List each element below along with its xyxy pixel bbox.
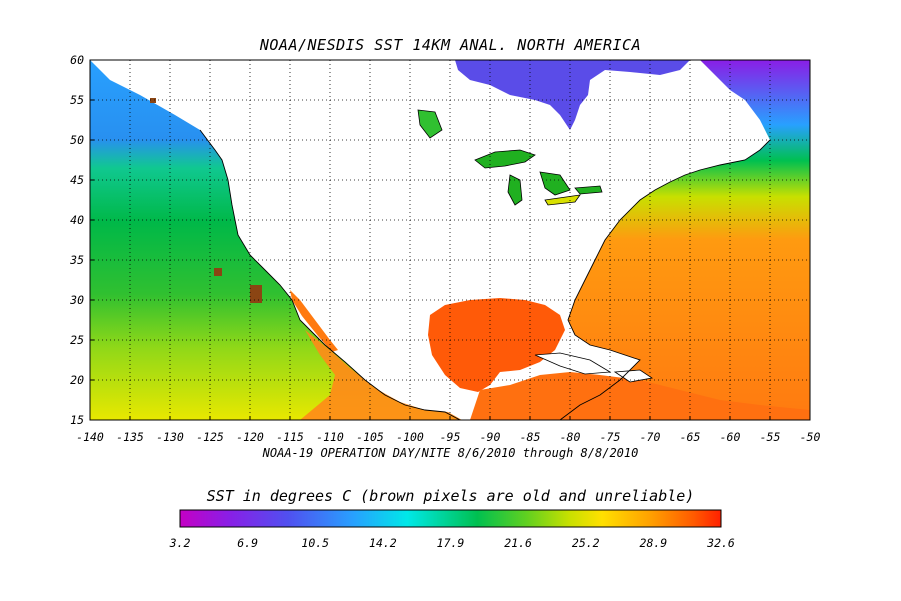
latitude-tick-label: 15 bbox=[70, 413, 84, 427]
colorbar-label: 32.6 bbox=[706, 536, 735, 550]
longitude-tick-label: -50 bbox=[800, 430, 821, 444]
great-lakes bbox=[474, 149, 603, 206]
longitude-tick-label: -80 bbox=[560, 430, 581, 444]
colorbar-label: 14.2 bbox=[369, 536, 397, 550]
lake-erie-ontario bbox=[544, 194, 581, 206]
latitude-tick-label: 30 bbox=[69, 293, 84, 307]
colorbar-label: 28.9 bbox=[640, 536, 668, 550]
longitude-tick-label: -90 bbox=[480, 430, 501, 444]
atlantic-ocean-sst bbox=[560, 60, 810, 420]
colorbar-label: 25.2 bbox=[572, 536, 600, 550]
map-title: NOAA/NESDIS SST 14KM ANAL. NORTH AMERICA bbox=[259, 36, 642, 54]
longitude-tick-label: -95 bbox=[440, 430, 461, 444]
unreliable-pixels bbox=[214, 268, 222, 276]
longitude-tick-label: -55 bbox=[760, 430, 781, 444]
colorbar-label: 6.9 bbox=[237, 536, 258, 550]
pacific-coastline bbox=[199, 129, 461, 420]
longitude-tick-label: -70 bbox=[640, 430, 661, 444]
longitude-tick-label: -105 bbox=[356, 430, 384, 444]
colorbar-tick-labels: 3.2 6.9 10.5 14.2 17.9 21.6 25.2 28.9 32.6 bbox=[169, 536, 735, 550]
northern-lake bbox=[417, 109, 443, 139]
longitude-tick-label: -125 bbox=[196, 430, 224, 444]
colorbar-label: 10.5 bbox=[301, 536, 329, 550]
longitude-tick-label: -85 bbox=[520, 430, 541, 444]
gulf-of-california bbox=[290, 290, 338, 352]
colorbar bbox=[179, 509, 722, 528]
longitude-tick-label: -140 bbox=[76, 430, 104, 444]
lat-lon-grid bbox=[90, 60, 810, 420]
latitude-tick-label: 55 bbox=[70, 93, 84, 107]
colorbar-title: SST in degrees C (brown pixels are old a… bbox=[206, 487, 695, 505]
latitude-tick-label: 20 bbox=[70, 373, 84, 387]
pacific-ocean-sst bbox=[90, 60, 460, 420]
hispaniola bbox=[613, 369, 654, 383]
latitude-axis: 60 55 50 45 40 35 30 25 20 15 bbox=[69, 53, 94, 427]
latitude-tick-label: 60 bbox=[70, 53, 84, 67]
longitude-tick-label: -65 bbox=[680, 430, 701, 444]
latitude-tick-label: 45 bbox=[70, 173, 84, 187]
map-subtitle: NOAA-19 OPERATION DAY/NITE 8/6/2010 thro… bbox=[262, 446, 639, 460]
longitude-tick-label: -110 bbox=[316, 430, 344, 444]
latitude-tick-label: 40 bbox=[70, 213, 84, 227]
longitude-tick-label: -135 bbox=[116, 430, 144, 444]
longitude-tick-label: -130 bbox=[156, 430, 184, 444]
caribbean-sea-sst bbox=[470, 372, 810, 420]
longitude-tick-label: -60 bbox=[720, 430, 741, 444]
hudson-bay-sst bbox=[455, 60, 690, 130]
longitude-tick-label: -75 bbox=[600, 430, 621, 444]
longitude-tick-label: -100 bbox=[396, 430, 424, 444]
colorbar-label: 3.2 bbox=[169, 536, 191, 550]
pacific-warm-strip bbox=[300, 330, 462, 420]
unreliable-pixels bbox=[150, 98, 156, 103]
longitude-axis: -140 -135 -130 -125 -120 -115 -110 -105 -100 -95 -… bbox=[76, 416, 820, 444]
latitude-tick-label: 35 bbox=[69, 253, 84, 267]
longitude-tick-label: -115 bbox=[276, 430, 304, 444]
gulf-of-mexico-sst bbox=[428, 298, 565, 392]
latitude-tick-label: 50 bbox=[70, 133, 84, 147]
latitude-tick-label: 25 bbox=[70, 333, 84, 347]
colorbar-label: 21.6 bbox=[504, 536, 532, 550]
longitude-tick-label: -120 bbox=[236, 430, 264, 444]
unreliable-pixels bbox=[250, 285, 262, 303]
colorbar-label: 17.9 bbox=[437, 536, 465, 550]
